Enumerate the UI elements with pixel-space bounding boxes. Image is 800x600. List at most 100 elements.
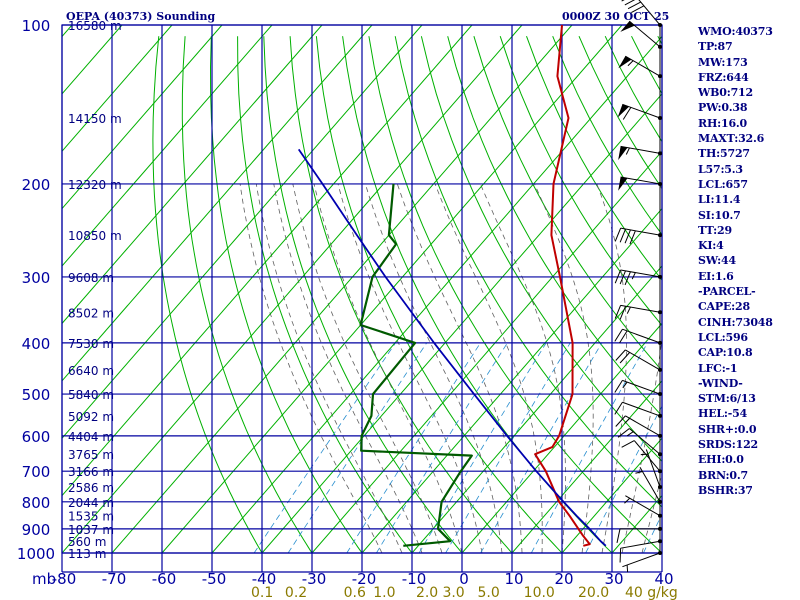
height-label: 5092 m bbox=[68, 410, 114, 424]
temperature-tick-label: 10 bbox=[504, 570, 523, 588]
dry-adiabat bbox=[209, 36, 363, 553]
dry-adiabat bbox=[447, 36, 662, 417]
temperature-tick-label: 30 bbox=[604, 570, 623, 588]
wind-barb-half bbox=[640, 453, 649, 456]
wind-barb bbox=[618, 55, 662, 79]
height-label: 7530 m bbox=[68, 337, 114, 351]
index-item: L57:5.3 bbox=[698, 162, 743, 176]
dry-adiabat bbox=[473, 36, 662, 372]
wind-barb-shaft bbox=[629, 428, 661, 455]
wind-barb-half bbox=[631, 272, 636, 280]
wind-barb-pennant bbox=[620, 21, 635, 32]
wind-barb bbox=[619, 539, 662, 563]
height-label: 3765 m bbox=[68, 448, 114, 462]
index-item: TH:5727 bbox=[698, 147, 750, 161]
temperature-tick-label: 40 bbox=[654, 570, 673, 588]
isotherm bbox=[62, 25, 323, 325]
moist-adiabat bbox=[239, 183, 383, 553]
wind-barb-flag bbox=[616, 528, 621, 543]
height-label: 560 m bbox=[68, 535, 106, 549]
wind-barb bbox=[622, 551, 662, 573]
isotherm bbox=[62, 25, 373, 382]
index-item: LI:11.4 bbox=[698, 193, 741, 207]
wind-barb-dot bbox=[658, 233, 662, 238]
wind-barb-shaft bbox=[633, 440, 661, 472]
pressure-label: 700 bbox=[22, 463, 51, 481]
isotherm bbox=[411, 265, 662, 553]
isotherm bbox=[311, 150, 662, 553]
index-item: MAXT:32.6 bbox=[698, 132, 765, 146]
wind-barb-shaft bbox=[622, 401, 661, 417]
temperature-tick-label: -30 bbox=[302, 570, 327, 588]
height-label: 113 m bbox=[68, 547, 106, 561]
wind-barb-half bbox=[626, 431, 634, 437]
isotherm bbox=[161, 25, 623, 553]
wind-barb-half bbox=[626, 306, 631, 314]
wind-barb-dot bbox=[658, 274, 662, 279]
wind-barb-flag bbox=[624, 0, 636, 6]
wind-barb-shaft bbox=[622, 379, 661, 395]
wind-barb-shaft bbox=[625, 55, 661, 77]
isotherm bbox=[62, 25, 223, 210]
wind-barb-dot bbox=[658, 433, 662, 438]
y-axis-unit: mb bbox=[32, 570, 56, 588]
wind-barb bbox=[614, 269, 662, 286]
wind-barb bbox=[640, 449, 662, 490]
wind-barb-shaft bbox=[620, 269, 661, 278]
moist-adiabat bbox=[255, 183, 403, 553]
wind-barb-shaft bbox=[620, 304, 661, 313]
wind-barb-shaft bbox=[645, 449, 661, 488]
dry-adiabat bbox=[181, 36, 313, 553]
wind-barb-flag bbox=[614, 305, 622, 319]
index-item: SHR+:0.0 bbox=[698, 422, 757, 436]
wind-barb bbox=[617, 103, 662, 120]
wind-barb-flag bbox=[619, 330, 628, 344]
index-item: MW:173 bbox=[698, 55, 748, 69]
wind-barb-shaft bbox=[625, 349, 661, 371]
index-item: TT:29 bbox=[698, 223, 732, 237]
pressure-label: 100 bbox=[22, 17, 51, 35]
pressure-label: 800 bbox=[22, 494, 51, 512]
temperature-tick-label: -10 bbox=[402, 570, 427, 588]
height-label: 1535 m bbox=[68, 510, 114, 524]
temperature-tick-label: -50 bbox=[202, 570, 227, 588]
mixing-ratio-label: 0.6 bbox=[344, 585, 366, 600]
dry-adiabat bbox=[263, 36, 463, 553]
height-label: 6640 m bbox=[68, 364, 114, 378]
mixing-ratio-label: 40 g/kg bbox=[625, 585, 678, 600]
wind-barb bbox=[614, 379, 662, 397]
wind-barb bbox=[615, 349, 662, 372]
index-item: SW:44 bbox=[698, 254, 736, 268]
wind-barb-dot bbox=[658, 513, 662, 518]
dewpoint-profile bbox=[359, 183, 473, 547]
height-label: 10850 m bbox=[68, 229, 122, 243]
mixing-ratio-label: 10.0 bbox=[524, 585, 555, 600]
wind-barb-flag bbox=[614, 269, 622, 284]
isotherm bbox=[62, 25, 173, 153]
isotherm bbox=[561, 437, 662, 553]
wind-barb-dot bbox=[658, 310, 662, 315]
wind-barb-shaft bbox=[620, 176, 661, 185]
sounding-indices-panel: WMO:40373 TP:87 MW:173 FRZ:644 WB0:712 PW:0.3… bbox=[698, 24, 798, 498]
wind-barb bbox=[616, 526, 662, 543]
wind-barb-dot bbox=[658, 23, 662, 27]
chart-title: OEPA (40373) Sounding bbox=[66, 10, 215, 23]
isotherm bbox=[211, 35, 662, 553]
wind-barb-dot bbox=[658, 526, 662, 531]
parcel-profile bbox=[297, 148, 607, 547]
wind-barb bbox=[614, 328, 662, 345]
height-label: 12320 m bbox=[68, 178, 122, 192]
wind-barb-shaft bbox=[629, 20, 661, 48]
isotherm bbox=[461, 322, 662, 553]
pressure-label: 300 bbox=[22, 269, 51, 287]
wind-barb-flag bbox=[619, 270, 626, 285]
wind-barb-pennant bbox=[618, 56, 632, 69]
temperature-tick-label: -80 bbox=[52, 570, 77, 588]
wind-barb-half bbox=[624, 497, 631, 504]
index-item: RH:16.0 bbox=[698, 116, 747, 130]
index-item: CAP:10.8 bbox=[698, 346, 753, 360]
wind-barb-flag bbox=[621, 440, 635, 448]
wind-barb-flag bbox=[619, 228, 626, 243]
temperature-tick-label: -70 bbox=[102, 570, 127, 588]
